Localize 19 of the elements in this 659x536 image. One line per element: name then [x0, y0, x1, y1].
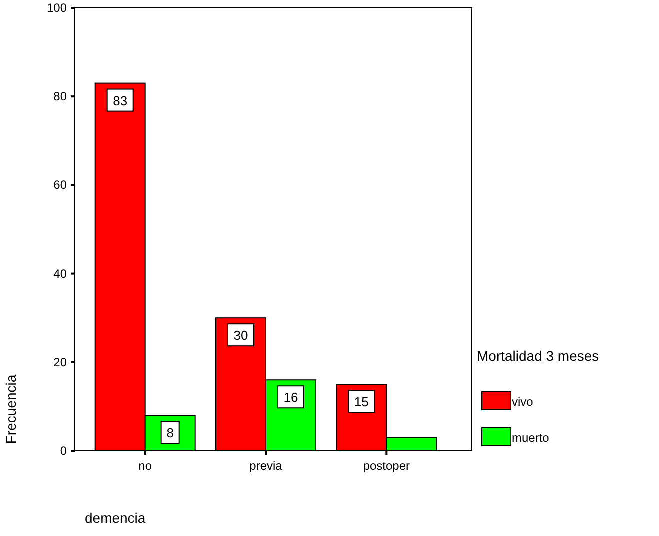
data-label: 83: [113, 93, 128, 108]
y-tick-label: 80: [54, 90, 68, 104]
data-label: 30: [234, 328, 248, 344]
y-tick-label: 20: [54, 355, 68, 370]
x-tick-label: no: [138, 459, 152, 473]
x-axis-title: demencia: [85, 510, 146, 526]
legend-label: vivo: [512, 395, 534, 409]
y-tick-label: 0: [60, 444, 68, 458]
data-label: 15: [354, 394, 369, 410]
y-tick-label: 100: [46, 1, 68, 15]
x-tick-label: previa: [250, 459, 283, 473]
y-tick-label: 40: [54, 266, 68, 281]
legend-title: Mortalidad 3 meses: [477, 348, 600, 364]
x-tick-label: postoper: [363, 459, 410, 473]
data-label: 8: [166, 426, 174, 441]
data-label: 16: [284, 390, 298, 406]
y-axis-title: Frecuencia: [3, 374, 19, 444]
y-tick-label: 60: [54, 178, 68, 192]
legend-label: muerto: [512, 431, 550, 445]
